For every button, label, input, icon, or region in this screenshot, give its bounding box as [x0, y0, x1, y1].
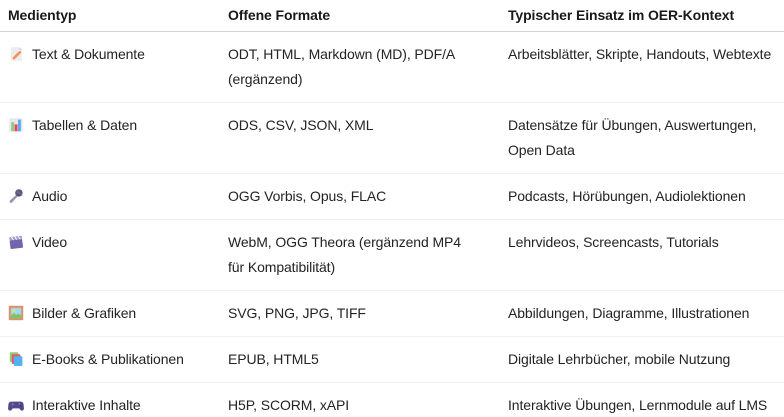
- table-row: E-Books & Publikationen EPUB, HTML5 Digi…: [0, 336, 784, 383]
- table-row: Tabellen & Daten ODS, CSV, JSON, XML Dat…: [0, 102, 784, 174]
- media-type-cell: Bilder & Grafiken: [0, 290, 228, 337]
- table-row: Video WebM, OGG Theora (ergänzend MP4 fü…: [0, 219, 784, 291]
- media-type-label: Video: [32, 234, 68, 250]
- usage-cell: Arbeitsblätter, Skripte, Handouts, Webte…: [508, 46, 772, 62]
- column-header-offene-formate: Offene Formate: [228, 0, 508, 32]
- media-type-cell: Text & Dokumente: [0, 32, 228, 103]
- media-type-cell: Tabellen & Daten: [0, 102, 228, 174]
- media-type-cell: E-Books & Publikationen: [0, 336, 228, 383]
- bar-chart-icon: [8, 117, 24, 133]
- formats-cell: ODT, HTML, Markdown (MD), PDF/A (ergänze…: [228, 46, 455, 87]
- media-type-cell: Video: [0, 219, 228, 291]
- usage-cell: Datensätze für Übungen, Auswertungen, Op…: [508, 102, 784, 174]
- clapperboard-icon: [8, 234, 24, 250]
- formats-cell: SVG, PNG, JPG, TIFF: [228, 290, 508, 337]
- formats-cell: ODS, CSV, JSON, XML: [228, 102, 508, 174]
- media-type-label: Interaktive Inhalte: [32, 397, 141, 413]
- table-row: Audio OGG Vorbis, Opus, FLAC Podcasts, H…: [0, 173, 784, 220]
- usage-cell: Abbildungen, Diagramme, Illustrationen: [508, 290, 784, 337]
- formats-cell: OGG Vorbis, Opus, FLAC: [228, 173, 508, 220]
- media-type-label: Audio: [32, 188, 68, 204]
- media-type-label: Bilder & Grafiken: [32, 305, 137, 321]
- usage-cell: Lehrvideos, Screencasts, Tutorials: [508, 219, 784, 291]
- framed-picture-icon: [8, 305, 24, 321]
- media-type-cell: Audio: [0, 173, 228, 220]
- column-header-einsatz: Typischer Einsatz im OER-Kontext: [508, 0, 784, 32]
- usage-cell: Interaktive Übungen, Lernmodule auf LMS: [508, 382, 784, 417]
- table-row: Text & Dokumente ODT, HTML, Markdown (MD…: [0, 32, 784, 103]
- usage-cell: Podcasts, Hörübungen, Audiolektionen: [508, 173, 784, 220]
- usage-cell: Digitale Lehrbücher, mobile Nutzung: [508, 336, 784, 383]
- table-row: Bilder & Grafiken SVG, PNG, JPG, TIFF Ab…: [0, 290, 784, 337]
- books-icon: [8, 351, 24, 367]
- media-type-cell: Interaktive Inhalte: [0, 382, 228, 417]
- table-header-row: Medientyp Offene Formate Typischer Einsa…: [0, 0, 784, 32]
- column-header-medientyp: Medientyp: [0, 0, 228, 32]
- memo-icon: [8, 46, 24, 62]
- formats-cell: EPUB, HTML5: [228, 336, 508, 383]
- media-type-label: E-Books & Publikationen: [32, 351, 184, 367]
- microphone-icon: [8, 188, 24, 204]
- game-controller-icon: [8, 397, 24, 413]
- formats-cell: WebM, OGG Theora (ergänzend MP4 für Komp…: [228, 219, 508, 291]
- media-type-label: Text & Dokumente: [32, 46, 145, 62]
- table-row: Interaktive Inhalte H5P, SCORM, xAPI Int…: [0, 382, 784, 417]
- media-type-label: Tabellen & Daten: [32, 117, 138, 133]
- formats-cell: H5P, SCORM, xAPI: [228, 382, 508, 417]
